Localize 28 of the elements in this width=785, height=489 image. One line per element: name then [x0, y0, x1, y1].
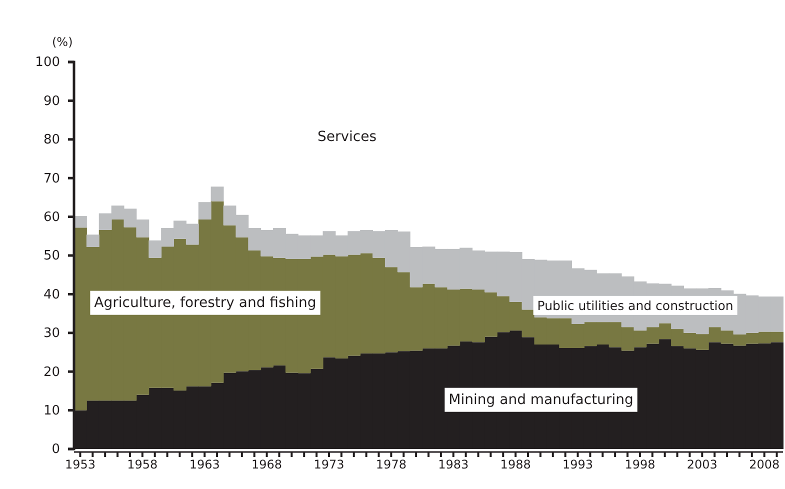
y-tick-label: 40 — [43, 287, 60, 302]
y-tick-label: 0 — [52, 442, 60, 458]
x-tick-label: 1963 — [189, 458, 220, 472]
x-tick-label: 1953 — [64, 458, 96, 472]
y-tick-label: 50 — [43, 248, 60, 264]
y-tick-label: 60 — [43, 210, 60, 225]
x-tick-label: 1993 — [562, 458, 594, 472]
y-tick-label: 10 — [43, 403, 60, 418]
x-tick-label: 2003 — [686, 458, 718, 472]
y-tick-label: 80 — [43, 132, 60, 148]
y-tick-label: 20 — [43, 364, 60, 380]
x-tick-label: 1958 — [127, 458, 158, 472]
x-tick-label: 1968 — [252, 458, 282, 472]
y-axis-title: (%) — [52, 35, 73, 49]
x-tick-label: 1983 — [438, 458, 469, 472]
x-tick-label: 1978 — [376, 458, 406, 472]
y-tick-label: 100 — [35, 55, 60, 70]
y-tick-label: 30 — [43, 326, 60, 342]
series-label: Mining and manufacturing — [448, 392, 634, 408]
series-label: Agriculture, forestry and fishing — [94, 294, 316, 311]
x-tick-label: 1998 — [624, 458, 656, 472]
series-label: Public utilities and construction — [537, 298, 734, 313]
y-tick-label: 70 — [43, 171, 60, 186]
y-tick-label: 90 — [43, 94, 60, 109]
x-tick-label: 1988 — [500, 458, 531, 472]
x-tick-label: 2008 — [749, 458, 780, 472]
annotation: Services — [318, 128, 377, 145]
x-tick-label: 1973 — [314, 458, 344, 472]
